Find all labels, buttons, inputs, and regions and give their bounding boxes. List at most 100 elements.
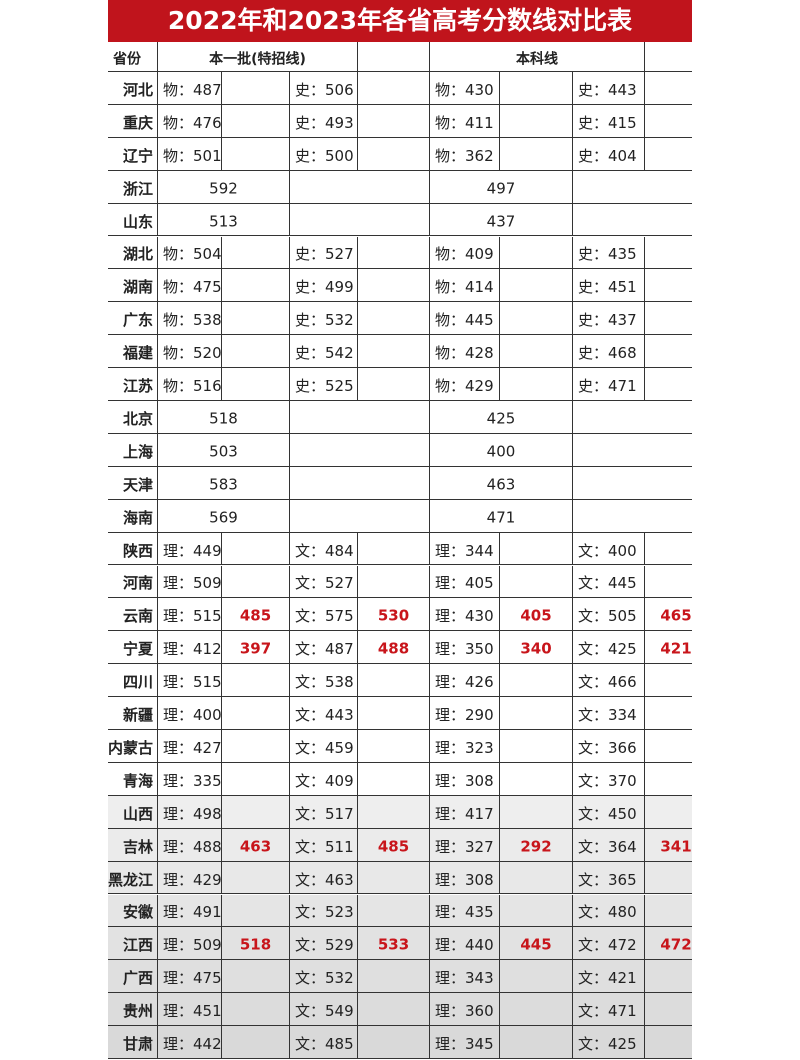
score-2022: 物：409 bbox=[430, 236, 500, 270]
score-merged: 518 bbox=[158, 401, 290, 434]
province-text: 广东 bbox=[122, 311, 153, 330]
score-2023 bbox=[645, 138, 692, 171]
score-2022-text: 理：440 bbox=[435, 936, 494, 955]
score-2023 bbox=[358, 236, 430, 270]
score-2022: 文：487 bbox=[290, 631, 358, 665]
score-2022-text: 理：417 bbox=[435, 804, 494, 823]
score-2023-text: 292 bbox=[520, 837, 552, 856]
score-2023 bbox=[645, 302, 692, 336]
score-2022: 理：350 bbox=[430, 631, 500, 665]
score-2022-text: 史：532 bbox=[295, 311, 354, 330]
score-merged: 583 bbox=[158, 466, 290, 500]
score-merged-text: 437 bbox=[486, 211, 516, 230]
score-2022: 理：412 bbox=[158, 631, 222, 665]
province: 云南 bbox=[108, 598, 158, 632]
score-2022: 理：400 bbox=[158, 697, 222, 730]
blank bbox=[573, 204, 692, 237]
score-2022-text: 物：520 bbox=[163, 344, 222, 363]
score-2023 bbox=[500, 335, 573, 369]
score-2023 bbox=[222, 72, 290, 105]
province: 辽宁 bbox=[108, 137, 158, 171]
score-2022-text: 史：527 bbox=[295, 245, 354, 264]
score-2023 bbox=[222, 993, 290, 1027]
score-2022: 物：487 bbox=[158, 72, 222, 105]
score-2022: 文：459 bbox=[290, 730, 358, 763]
score-2023-text: 397 bbox=[239, 639, 272, 658]
score-2022-text: 理：350 bbox=[435, 640, 494, 659]
score-2022-text: 理：509 bbox=[163, 936, 222, 955]
score-2022-text: 物：501 bbox=[163, 146, 222, 165]
score-2022-text: 理：475 bbox=[163, 969, 222, 988]
province-text: 河南 bbox=[122, 574, 153, 593]
score-2022-text: 史：437 bbox=[578, 311, 637, 330]
score-2022: 史：443 bbox=[573, 72, 645, 105]
header-province-text: 省份 bbox=[113, 51, 141, 68]
province-text: 湖南 bbox=[122, 278, 153, 297]
score-2022-text: 文：549 bbox=[295, 1002, 354, 1021]
score-2022: 文：527 bbox=[290, 565, 358, 599]
province-text: 辽宁 bbox=[122, 146, 153, 165]
score-2022: 史：468 bbox=[573, 335, 645, 369]
province-text: 青海 bbox=[122, 772, 153, 791]
score-merged-text: 503 bbox=[209, 442, 238, 461]
score-2022: 理：327 bbox=[430, 828, 500, 862]
score-2022-text: 文：443 bbox=[295, 706, 354, 725]
score-2022: 理：405 bbox=[430, 565, 500, 599]
score-2022: 史：527 bbox=[290, 236, 358, 270]
score-2022: 理：430 bbox=[430, 598, 500, 632]
score-merged-text: 425 bbox=[486, 409, 516, 428]
score-2023 bbox=[358, 104, 430, 138]
score-merged: 400 bbox=[430, 433, 573, 467]
score-2022-text: 理：427 bbox=[163, 739, 222, 758]
blank bbox=[290, 170, 430, 204]
score-merged: 569 bbox=[158, 499, 290, 533]
score-2023 bbox=[358, 664, 430, 698]
score-2022: 文：538 bbox=[290, 664, 358, 698]
score-2023: 405 bbox=[500, 598, 573, 632]
score-2023-text: 533 bbox=[377, 935, 410, 954]
province: 湖南 bbox=[108, 269, 158, 303]
score-2022-text: 理：335 bbox=[163, 772, 222, 791]
score-2022: 理：426 bbox=[430, 664, 500, 698]
province-text: 天津 bbox=[122, 475, 153, 494]
province: 湖北 bbox=[108, 236, 158, 270]
table-title: 2022年和2023年各省高考分数线对比表 bbox=[108, 0, 692, 42]
score-2023 bbox=[358, 269, 430, 303]
score-2022-text: 文：445 bbox=[578, 574, 637, 593]
score-2022: 理：440 bbox=[430, 927, 500, 961]
score-2022: 物：411 bbox=[430, 104, 500, 138]
province: 内蒙古 bbox=[108, 730, 158, 763]
province: 青海 bbox=[108, 762, 158, 796]
score-2023 bbox=[222, 960, 290, 994]
score-2022: 文：365 bbox=[573, 861, 645, 895]
score-merged-text: 518 bbox=[209, 409, 238, 428]
score-2022-text: 理：498 bbox=[163, 804, 222, 823]
score-2022-text: 理：308 bbox=[435, 870, 494, 889]
score-2023 bbox=[645, 533, 692, 566]
score-2022-text: 理：426 bbox=[435, 673, 494, 692]
score-merged: 425 bbox=[430, 401, 573, 434]
score-2023 bbox=[222, 894, 290, 928]
score-2022-text: 文：459 bbox=[295, 739, 354, 758]
score-2023: 340 bbox=[500, 631, 573, 665]
score-2023-text: 463 bbox=[239, 837, 272, 856]
province-text: 湖北 bbox=[122, 245, 153, 264]
score-2023 bbox=[645, 335, 692, 369]
score-2022: 理：515 bbox=[158, 598, 222, 632]
score-2022-text: 物：429 bbox=[435, 377, 494, 396]
score-2022-text: 物：428 bbox=[435, 344, 494, 363]
province: 北京 bbox=[108, 401, 158, 434]
province-text: 福建 bbox=[122, 344, 153, 363]
score-2022: 史：415 bbox=[573, 104, 645, 138]
score-2023-text: 421 bbox=[660, 639, 692, 658]
score-2022-text: 史：404 bbox=[578, 146, 637, 165]
score-2022-text: 理：429 bbox=[163, 870, 222, 889]
score-2023 bbox=[500, 762, 573, 796]
score-2022-text: 文：538 bbox=[295, 673, 354, 692]
score-2022: 文：445 bbox=[573, 565, 645, 599]
score-2022: 理：509 bbox=[158, 565, 222, 599]
score-2022-text: 理：515 bbox=[163, 673, 222, 692]
score-2023 bbox=[358, 762, 430, 796]
score-2022: 文：484 bbox=[290, 532, 358, 566]
